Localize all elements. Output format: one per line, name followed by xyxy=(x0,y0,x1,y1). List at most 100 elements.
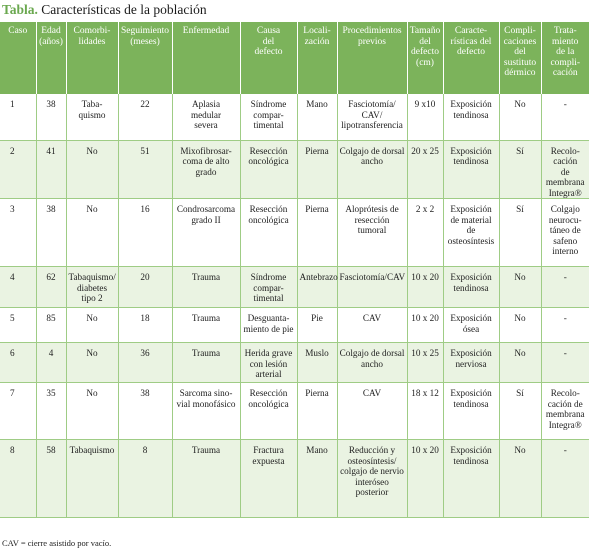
column-header: Compli- caciones del sustituto dérmico xyxy=(499,22,542,94)
table-cell: 7 xyxy=(0,382,37,440)
table-cell: - xyxy=(541,266,589,308)
table-cell: Fasciotomía/ CAV/ lipotransferencia xyxy=(337,94,408,141)
table-cell: Trauma xyxy=(172,266,241,308)
table-cell: 18 xyxy=(118,307,173,343)
table-cell: Mano xyxy=(297,439,338,518)
table-row: 8 58 Tabaquismo 8 Trauma Fractura expuesta Man… xyxy=(0,439,589,518)
table-cell: 4 xyxy=(0,266,37,308)
column-header: Tamaño del defecto (cm) xyxy=(407,22,444,94)
table-cell: Exposición de material de osteosíntesis xyxy=(443,198,500,267)
table-cell: No xyxy=(499,439,542,518)
table-cell: 22 xyxy=(118,94,173,141)
table-cell: - xyxy=(541,307,589,343)
column-header: Seguimiento (meses) xyxy=(118,22,173,94)
table-cell: 18 x 12 xyxy=(407,382,444,440)
table-row: 5 85 No 18 Trauma Desguanta- miento de pie Pie… xyxy=(0,307,589,343)
table-cell: 2 x 2 xyxy=(407,198,444,267)
table-cell: 8 xyxy=(0,439,37,518)
table-cell: Pierna xyxy=(297,140,338,199)
table-cell: Sí xyxy=(499,140,542,199)
table-cell: Resección oncológica xyxy=(240,198,298,267)
table-cell: No xyxy=(66,198,119,267)
table-cell: 1 xyxy=(0,94,37,141)
column-header: Edad (años) xyxy=(36,22,67,94)
table-cell: Trauma xyxy=(172,439,241,518)
table-cell: Mixofibrosar- coma de alto grado xyxy=(172,140,241,199)
table-cell: Exposición tendinosa xyxy=(443,382,500,440)
table-cell: Resección oncológica xyxy=(240,382,298,440)
table-cell: 10 x 20 xyxy=(407,307,444,343)
table-cell: 20 x 25 xyxy=(407,140,444,199)
table-cell: - xyxy=(541,342,589,383)
table-cell: Condrosarcoma grado II xyxy=(172,198,241,267)
table-cell: Fasciotomía/CAV xyxy=(337,266,408,308)
table-cell: No xyxy=(66,382,119,440)
table-cell: CAV xyxy=(337,307,408,343)
table-cell: No xyxy=(499,266,542,308)
table-cell: Colgajo de dorsal ancho xyxy=(337,342,408,383)
table-cell: Aloprótesis de resección tumoral xyxy=(337,198,408,267)
table-cell: 36 xyxy=(118,342,173,383)
table-cell: Antebrazo xyxy=(297,266,338,308)
column-header: Causa del defecto xyxy=(240,22,298,94)
table-cell: Colgajo de dorsal ancho xyxy=(337,140,408,199)
table-cell: Exposición ósea xyxy=(443,307,500,343)
table-cell: Exposición tendinosa xyxy=(443,94,500,141)
table-cell: 3 xyxy=(0,198,37,267)
table-cell: 41 xyxy=(36,140,67,199)
table-row: 2 41 No 51 Mixofibrosar- coma de alto grado R… xyxy=(0,140,589,199)
table-cell: - xyxy=(541,439,589,518)
table-cell: Exposición tendinosa xyxy=(443,266,500,308)
table-cell: Trauma xyxy=(172,342,241,383)
column-header: Procedimientos previos xyxy=(337,22,408,94)
table-cell: 6 xyxy=(0,342,37,383)
column-header: Enfermedad xyxy=(172,22,241,94)
header-row: Caso Edad (años) Comorbi- lidades Seguimien… xyxy=(0,22,589,94)
table-cell: 5 xyxy=(0,307,37,343)
table-cell: 10 x 20 xyxy=(407,266,444,308)
table-cell: 38 xyxy=(36,198,67,267)
column-header: Caracte- rísticas del defecto xyxy=(443,22,500,94)
table-cell: Herida grave con lesión arterial xyxy=(240,342,298,383)
table-cell: 58 xyxy=(36,439,67,518)
table-cell: Trauma xyxy=(172,307,241,343)
table-cell: No xyxy=(66,307,119,343)
column-header: Locali- zación xyxy=(297,22,338,94)
table-title-text: Características de la población xyxy=(37,2,207,17)
table-row: 6 4 No 36 Trauma Herida grave con lesión arte… xyxy=(0,342,589,383)
table-cell: 85 xyxy=(36,307,67,343)
table-cell: 62 xyxy=(36,266,67,308)
table-cell: Tabaquismo xyxy=(66,439,119,518)
table-cell: Resección oncológica xyxy=(240,140,298,199)
table-cell: 8 xyxy=(118,439,173,518)
column-header: Comorbi- lidades xyxy=(66,22,119,94)
table-header: Caso Edad (años) Comorbi- lidades Seguimien… xyxy=(0,22,589,94)
table-cell: Sí xyxy=(499,382,542,440)
table-cell: Taba- quismo xyxy=(66,94,119,141)
table-cell: Tabaquismo/ diabetes tipo 2 xyxy=(66,266,119,308)
table-cell: Sí xyxy=(499,198,542,267)
table-row: 1 38 Taba- quismo 22 Aplasia medular severa S… xyxy=(0,94,589,141)
table-cell: Mano xyxy=(297,94,338,141)
table-cell: Pierna xyxy=(297,198,338,267)
table-cell: Recolo- cación de membrana Integra® xyxy=(541,382,589,440)
table-cell: 2 xyxy=(0,140,37,199)
table-cell: No xyxy=(499,94,542,141)
table-cell: Exposición tendinosa xyxy=(443,439,500,518)
table-cell: 16 xyxy=(118,198,173,267)
table-cell: 20 xyxy=(118,266,173,308)
table-cell: 10 x 25 xyxy=(407,342,444,383)
table-cell: 35 xyxy=(36,382,67,440)
table-cell: 4 xyxy=(36,342,67,383)
table-cell: CAV xyxy=(337,382,408,440)
table-cell: Exposición nerviosa xyxy=(443,342,500,383)
table-cell: No xyxy=(66,342,119,383)
table-cell: Aplasia medular severa xyxy=(172,94,241,141)
table-cell: No xyxy=(499,307,542,343)
table-cell: - xyxy=(541,94,589,141)
table-title-label: Tabla. xyxy=(2,2,38,17)
footnote: CAV = cierre asistido por vacío. xyxy=(2,538,112,548)
table-cell: Recolo- cación de membrana Integra® xyxy=(541,140,589,199)
population-table: Caso Edad (años) Comorbi- lidades Seguimien… xyxy=(0,22,589,518)
table-cell: Sarcoma sino- vial monofásico xyxy=(172,382,241,440)
